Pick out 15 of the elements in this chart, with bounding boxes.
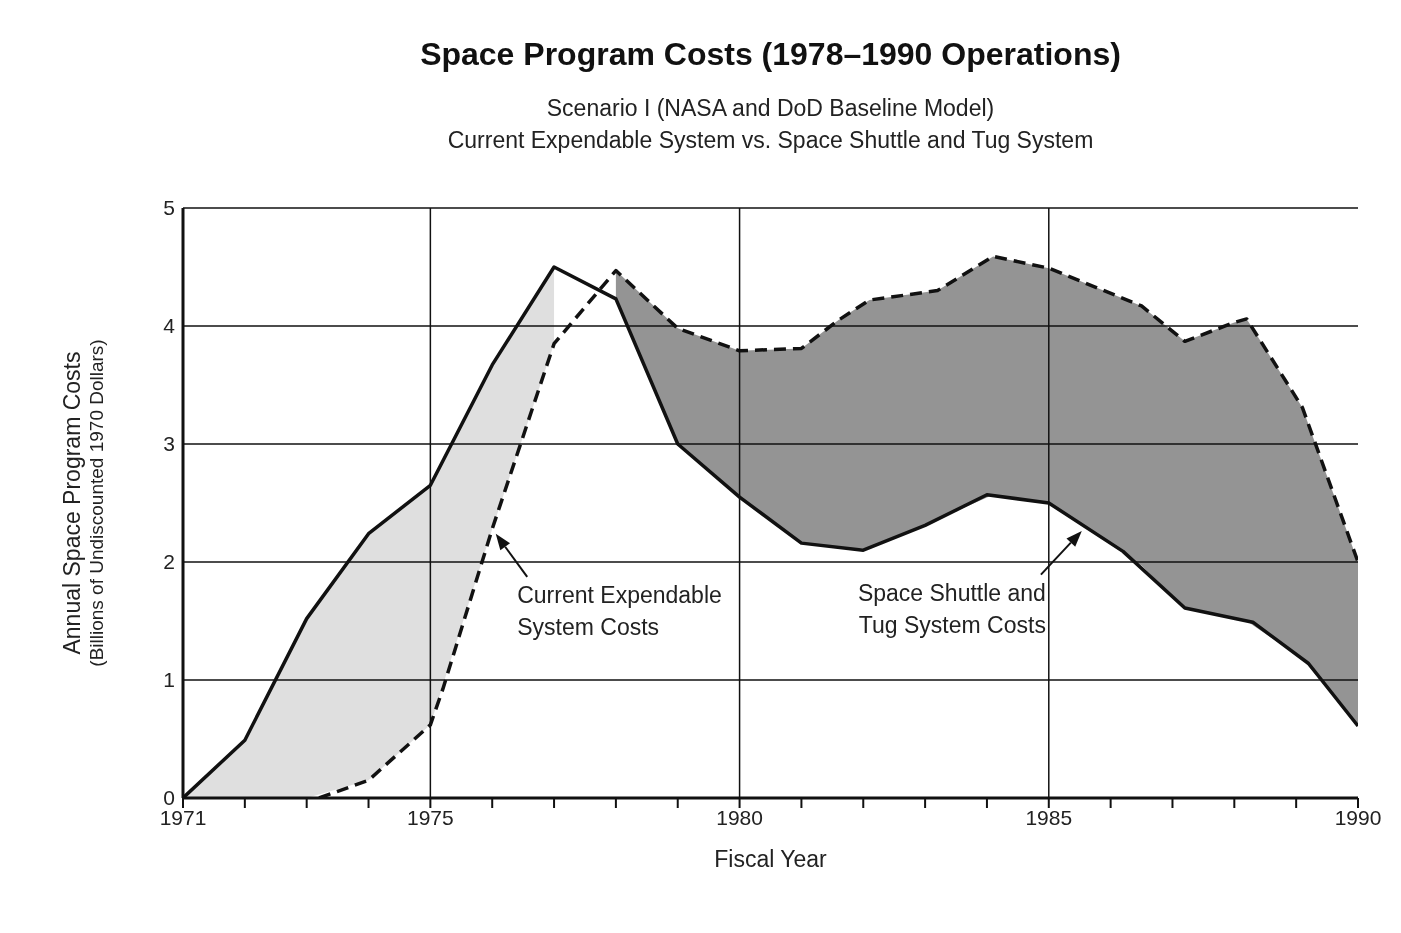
y-tick-label: 5: [163, 196, 175, 220]
chart-title: Space Program Costs (1978–1990 Operations): [419, 36, 1122, 73]
x-tick-label: 1990: [1334, 805, 1382, 829]
x-tick-label: 1980: [716, 805, 763, 829]
x-tick-label: 1985: [1025, 805, 1073, 829]
annotation: Space Shuttle and Tug System Costs: [856, 578, 1046, 640]
x-tick-label: 1975: [407, 805, 454, 829]
y-tick-label: 2: [163, 550, 175, 574]
y-axis-title: Annual Space Program Costs (Billions of Undiscounted 1970 Dollars): [58, 339, 108, 667]
y-tick-label: 3: [163, 432, 175, 456]
annotation: Current Expendable System Costs: [517, 580, 723, 642]
y-tick-label: 1: [163, 668, 175, 692]
chart-subtitle: Scenario I (NASA and DoD Baseline Model) Current Expendable System vs. Space Shuttle and Tug System: [446, 94, 1095, 155]
x-axis-title: Fiscal Year: [713, 846, 828, 873]
y-tick-label: 4: [163, 314, 176, 338]
